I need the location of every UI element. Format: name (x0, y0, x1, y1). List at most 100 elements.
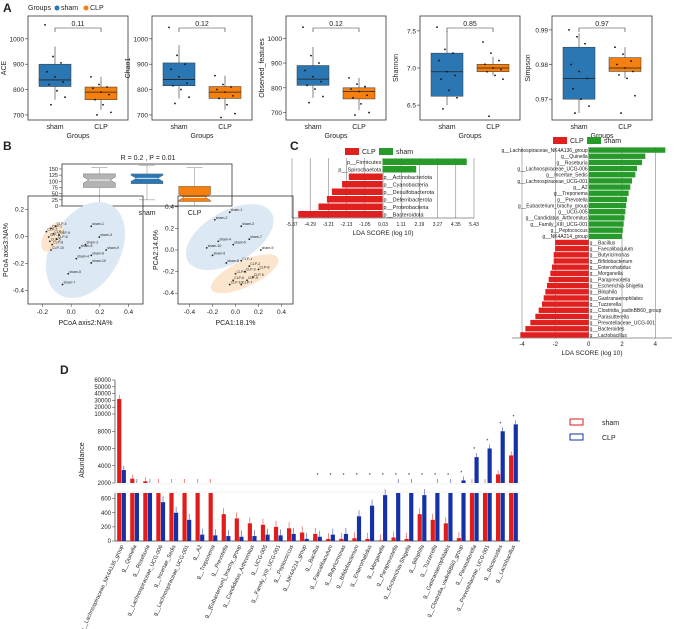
lda-bar (588, 227, 623, 233)
clp-point-label: CLP-1 (242, 257, 252, 261)
legend-swatch-clp-right (553, 137, 567, 144)
y-tick-label: 10000 (94, 412, 111, 418)
legend-label-sham: sham (602, 420, 619, 427)
clp-point (246, 279, 248, 282)
sham-point (78, 246, 81, 249)
y-tick-label: 40000 (94, 392, 111, 398)
bar-red-lower (430, 519, 435, 541)
sham-point (61, 283, 64, 286)
point-sham (306, 84, 308, 87)
x-tick-label: g__Lachnospiraceae_NK4A136_group (80, 544, 126, 629)
bar-blue-lower (435, 493, 440, 541)
bar-red-upper (130, 478, 135, 483)
lda-feature-label: g__Enterorhabdus (590, 265, 632, 271)
y-tick-label: 0 (108, 539, 112, 545)
lda-bar (588, 172, 636, 178)
bar-red-lower (313, 533, 318, 541)
clp-point (240, 283, 243, 286)
point-sham (62, 81, 64, 83)
lda-bar (555, 239, 589, 246)
pcoa-plot-right: sham-1sham-2sham-3sham-4sham-5sham-6sham… (153, 195, 294, 327)
x-tick-label: 4.35 (451, 222, 461, 228)
x-tick-label: sham (438, 124, 455, 131)
clp-point (251, 276, 254, 278)
point-sham (448, 89, 450, 92)
significance-bracket (178, 27, 226, 32)
x-tick-label: -3.21 (323, 222, 335, 228)
point-sham (580, 98, 582, 101)
y-tick-label: 1000 (134, 36, 149, 43)
x-tick-label: g__A2 (192, 544, 204, 561)
plot-frame (551, 15, 653, 121)
point-clp (108, 93, 110, 96)
sham-point (90, 225, 93, 228)
y-tick-label: 7.0 (407, 66, 416, 73)
clp-point (240, 259, 243, 262)
y-tick-label: 6.5 (407, 103, 416, 110)
bar-red-lower (417, 514, 422, 541)
point-clp (106, 86, 108, 88)
y-tick-label: 200 (101, 525, 112, 531)
lda-bar (588, 165, 637, 172)
bar-blue-lower (187, 519, 192, 541)
x-tick-label: 5.43 (469, 222, 479, 228)
lda-feature-label: g__Quinella (561, 154, 588, 160)
bar-blue-lower (317, 536, 322, 541)
box-clp (84, 86, 118, 100)
x-axis-label: Groups (67, 133, 90, 140)
sham-point (211, 254, 214, 257)
clp-point (248, 265, 251, 268)
y-axis-label: Observed_features (259, 38, 266, 98)
x-tick-label: -0.2 (37, 309, 49, 316)
significance-star: * (408, 473, 410, 479)
lda-feature-label: g__NK4A214_group (542, 234, 588, 240)
x-tick-label: CLP (218, 124, 232, 131)
legend-swatch-sham (379, 148, 393, 155)
point-sham (578, 70, 580, 73)
significance-star: * (330, 473, 332, 479)
point-clp (366, 94, 368, 97)
significance-star: * (356, 473, 358, 479)
lda-bar (382, 166, 417, 173)
legend-label-clp: CLP (90, 5, 104, 12)
point-clp (214, 74, 216, 77)
sham-point (213, 218, 216, 221)
clp-point (58, 233, 60, 236)
x-axis-label: LDA SCORE (log 10) (352, 230, 413, 237)
clp-point-label: CLP-4 (237, 270, 247, 274)
significance-star: * (512, 414, 514, 420)
y-axis-label: PCA2:14.6% (153, 230, 160, 270)
bar-blue-lower (226, 536, 231, 541)
bar-red-lower (156, 493, 161, 541)
x-tick-label: sham (570, 124, 587, 131)
sham-point (217, 240, 220, 243)
p-value-label: 0.11 (71, 21, 84, 28)
sham-point (90, 254, 93, 257)
bar-red-lower (195, 493, 200, 541)
bar-blue-lower (278, 535, 283, 541)
point-clp (354, 114, 356, 116)
lda-bar (545, 289, 589, 295)
x-axis-label: Groups (191, 133, 214, 140)
point-sham (60, 62, 62, 64)
bar-blue-upper (487, 448, 492, 483)
p-value-label: 0.12 (329, 21, 343, 28)
x-tick-label: 4 (654, 342, 658, 348)
significance-star: * (382, 473, 384, 479)
point-clp (218, 97, 220, 100)
significance-bracket (446, 27, 494, 32)
point-clp (232, 95, 234, 97)
bar-blue-lower (121, 493, 126, 541)
x-tick-label: 0.4 (124, 309, 133, 316)
x-tick-label: 0.03 (378, 222, 388, 228)
bar-blue-lower (173, 512, 179, 541)
bar-red-lower (182, 493, 187, 541)
y-tick-label: 400 (101, 511, 112, 517)
y-axis-label: Simpson (525, 54, 532, 81)
x-tick-label: -0.4 (184, 309, 196, 316)
lda-feature-label: g__UCG-005 (558, 210, 588, 216)
lda-feature-label: p__Deferribacterota (383, 198, 433, 204)
point-clp (632, 70, 634, 73)
y-tick-label: 30000 (94, 398, 111, 404)
